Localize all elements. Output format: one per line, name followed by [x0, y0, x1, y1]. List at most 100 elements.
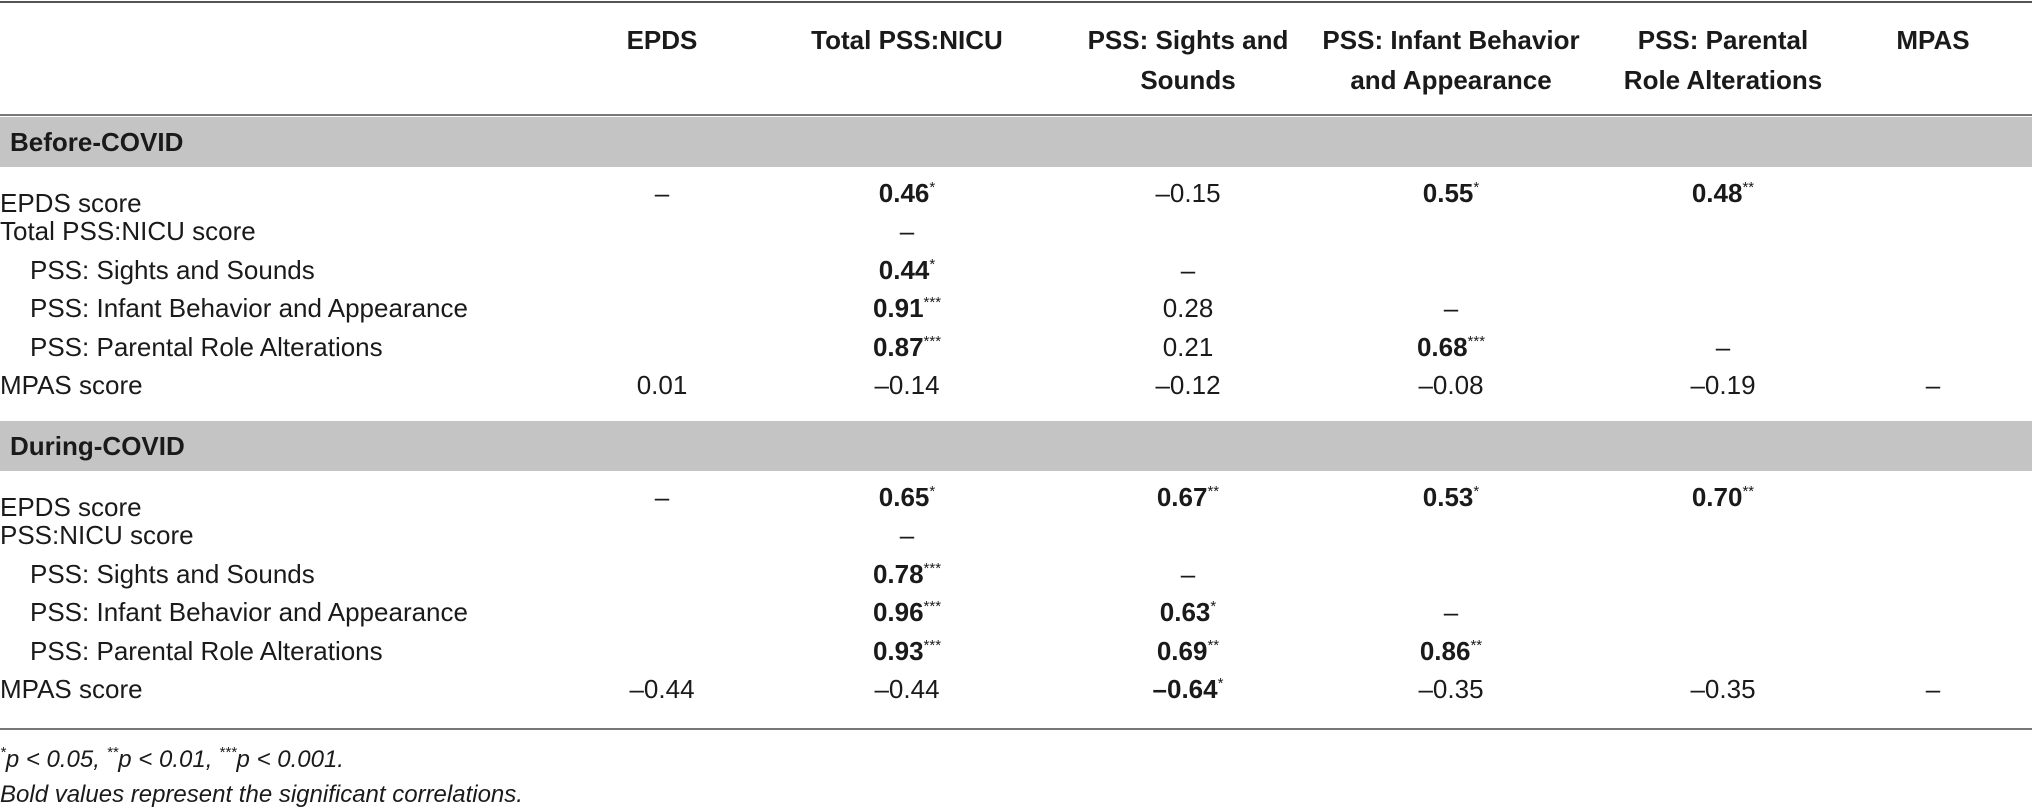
cell-value: –0.15: [1155, 178, 1221, 208]
section-title: Before-COVID: [10, 127, 184, 157]
cell-value: –: [1180, 254, 1196, 285]
significance-marker: **: [1742, 179, 1755, 196]
significance-marker: ***: [923, 636, 942, 654]
row-label: PSS: Sights and Sounds: [30, 558, 315, 589]
table-cell: –0.44: [629, 673, 694, 705]
table-cell: 0.86**: [1420, 635, 1482, 667]
footnote-bold-note: Bold values represent the significant co…: [0, 781, 523, 808]
column-header-line: MPAS: [1896, 25, 1970, 55]
cell-value: 0.21: [1162, 331, 1214, 362]
significance-marker: *: [929, 179, 936, 196]
cell-value: 0.46: [878, 178, 930, 208]
cell-value: –: [1443, 293, 1459, 324]
section-header-band: Before-COVID: [0, 117, 2032, 167]
significance-marker: *: [1217, 675, 1224, 692]
table-cell: 0.96***: [873, 596, 941, 628]
cell-value: –0.44: [629, 674, 695, 704]
cell-value: 0.65: [878, 482, 930, 512]
cell-value: 0.53: [1422, 482, 1474, 512]
cell-value: –: [1925, 370, 1941, 400]
column-header-line: PSS: Parental: [1637, 25, 1809, 55]
table-cell: –0.14: [874, 369, 939, 401]
cell-value: –: [654, 178, 670, 208]
cell-value: 0.01: [636, 370, 688, 400]
significance-marker: **: [1742, 483, 1755, 500]
table-cell: –: [1926, 369, 1940, 401]
table-cell: –: [655, 481, 669, 513]
cell-value: –0.19: [1690, 370, 1756, 400]
significance-marker: *: [1210, 598, 1217, 616]
cell-value: 0.67: [1156, 482, 1208, 512]
table-cell: –: [1181, 558, 1195, 590]
significance-marker: ***: [923, 332, 942, 350]
column-header: EPDS: [582, 20, 742, 60]
significance-marker: **: [1207, 636, 1220, 654]
table-cell: –: [900, 519, 914, 551]
significance-marker: *: [929, 255, 936, 273]
cell-value: –: [899, 520, 915, 551]
table-cell: 0.91***: [873, 292, 941, 324]
row-label: Total PSS:NICU score: [0, 216, 256, 247]
table-cell: –0.35: [1418, 673, 1483, 705]
table-cell: 0.69**: [1157, 635, 1219, 667]
table-cell: 0.78***: [873, 558, 941, 590]
table-cell: 0.46*: [879, 177, 935, 209]
cell-value: 0.68: [1416, 331, 1468, 362]
footnote-text: p < 0.001.: [236, 746, 344, 773]
cell-value: –0.08: [1418, 370, 1484, 400]
row-label: PSS:NICU score: [0, 520, 194, 551]
row-label: EPDS score: [0, 492, 142, 522]
cell-value: –0.44: [874, 674, 940, 704]
cell-value: 0.63: [1159, 597, 1211, 628]
column-header: PSS: Infant Behavior and Appearance: [1301, 20, 1601, 100]
table-cell: 0.55*: [1423, 177, 1479, 209]
cell-value: 0.86: [1419, 635, 1471, 666]
cell-value: –0.35: [1418, 674, 1484, 704]
table-cell: –: [900, 215, 914, 247]
cell-value: 0.87: [872, 331, 924, 362]
row-label: MPAS score: [0, 370, 143, 400]
table-cell: 0.53*: [1423, 481, 1479, 513]
table-cell: –0.44: [874, 673, 939, 705]
row-label: EPDS score: [0, 188, 142, 218]
column-header-line: PSS: Sights and: [1087, 25, 1289, 55]
cell-value: –0.12: [1155, 370, 1221, 400]
cell-value: 0.44: [878, 254, 930, 285]
row-label: PSS: Infant Behavior and Appearance: [30, 597, 468, 628]
significance-marker: *: [1473, 179, 1480, 196]
table-cell: 0.70**: [1692, 481, 1754, 513]
table-cell: 0.68***: [1417, 331, 1485, 363]
table-cell: –: [655, 177, 669, 209]
table-cell: –: [1181, 254, 1195, 286]
significance-marker: **: [1207, 483, 1220, 500]
table-cell: 0.63*: [1160, 596, 1216, 628]
cell-value: –0.35: [1690, 674, 1756, 704]
cell-value: 0.70: [1691, 482, 1743, 512]
table-cell: 0.01: [637, 369, 688, 401]
footnote-text: p < 0.05,: [5, 746, 107, 773]
footnote-marker: **: [106, 744, 119, 761]
table-cell: 0.21: [1163, 331, 1214, 363]
table-cell: –: [1926, 673, 1940, 705]
cell-value: –: [1925, 674, 1941, 704]
table-cell: –0.19: [1690, 369, 1755, 401]
footnote-marker: ***: [219, 744, 237, 761]
cell-value: –: [1715, 331, 1731, 362]
column-header: Total PSS:NICU: [777, 20, 1037, 60]
significance-marker: **: [1470, 636, 1483, 654]
row-label: PSS: Parental Role Alterations: [30, 331, 383, 362]
footnote-marker: *: [0, 744, 6, 761]
row-label: PSS: Sights and Sounds: [30, 254, 315, 285]
row-label: MPAS score: [0, 674, 143, 704]
significance-marker: ***: [1467, 332, 1486, 350]
column-header-line: PSS: Infant Behavior: [1322, 25, 1580, 55]
cell-value: 0.28: [1162, 293, 1214, 324]
table-cell: –0.64*: [1153, 673, 1224, 705]
significance-marker: ***: [923, 294, 942, 312]
section-title: During-COVID: [10, 431, 185, 461]
header-bottom-rule: [0, 114, 2032, 116]
cell-value: –0.14: [874, 370, 940, 400]
table-bottom-rule: [0, 728, 2032, 730]
cell-value: 0.96: [872, 597, 924, 628]
table-top-rule: [0, 1, 2032, 3]
